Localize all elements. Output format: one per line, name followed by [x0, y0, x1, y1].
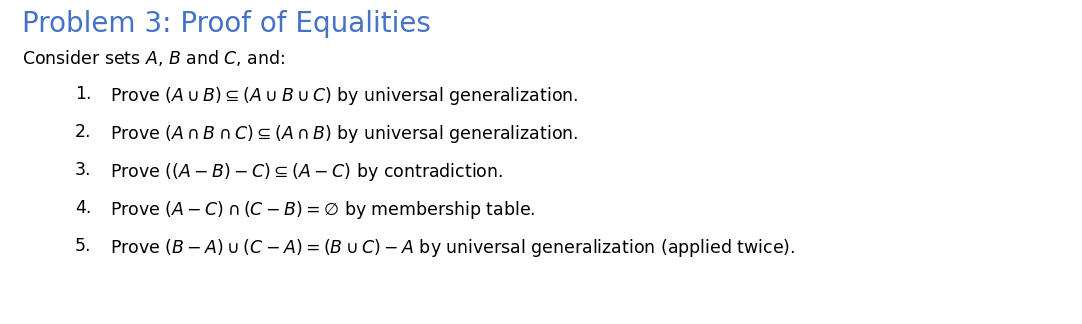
Text: Prove $((A - B) - C) \subseteq (A - C)$ by contradiction.: Prove $((A - B) - C) \subseteq (A - C)$ … [110, 161, 503, 183]
Text: Prove $(A \cap B \cap C) \subseteq (A \cap B)$ by universal generalization.: Prove $(A \cap B \cap C) \subseteq (A \c… [110, 123, 578, 145]
Text: 1.: 1. [75, 85, 92, 103]
Text: 2.: 2. [75, 123, 92, 141]
Text: Problem 3: Proof of Equalities: Problem 3: Proof of Equalities [22, 10, 431, 38]
Text: Prove $(B - A) \cup (C - A) = (B \cup C) - A$ by universal generalization (appli: Prove $(B - A) \cup (C - A) = (B \cup C)… [110, 237, 795, 259]
Text: 3.: 3. [75, 161, 92, 179]
Text: Prove $(A - C) \cap (C - B) = \emptyset$ by membership table.: Prove $(A - C) \cap (C - B) = \emptyset$… [110, 199, 536, 221]
Text: 5.: 5. [75, 237, 92, 255]
Text: Consider sets $A$, $B$ and $C$, and:: Consider sets $A$, $B$ and $C$, and: [22, 48, 286, 68]
Text: 4.: 4. [75, 199, 91, 217]
Text: Prove $(A \cup B) \subseteq (A \cup B \cup C)$ by universal generalization.: Prove $(A \cup B) \subseteq (A \cup B \c… [110, 85, 578, 107]
